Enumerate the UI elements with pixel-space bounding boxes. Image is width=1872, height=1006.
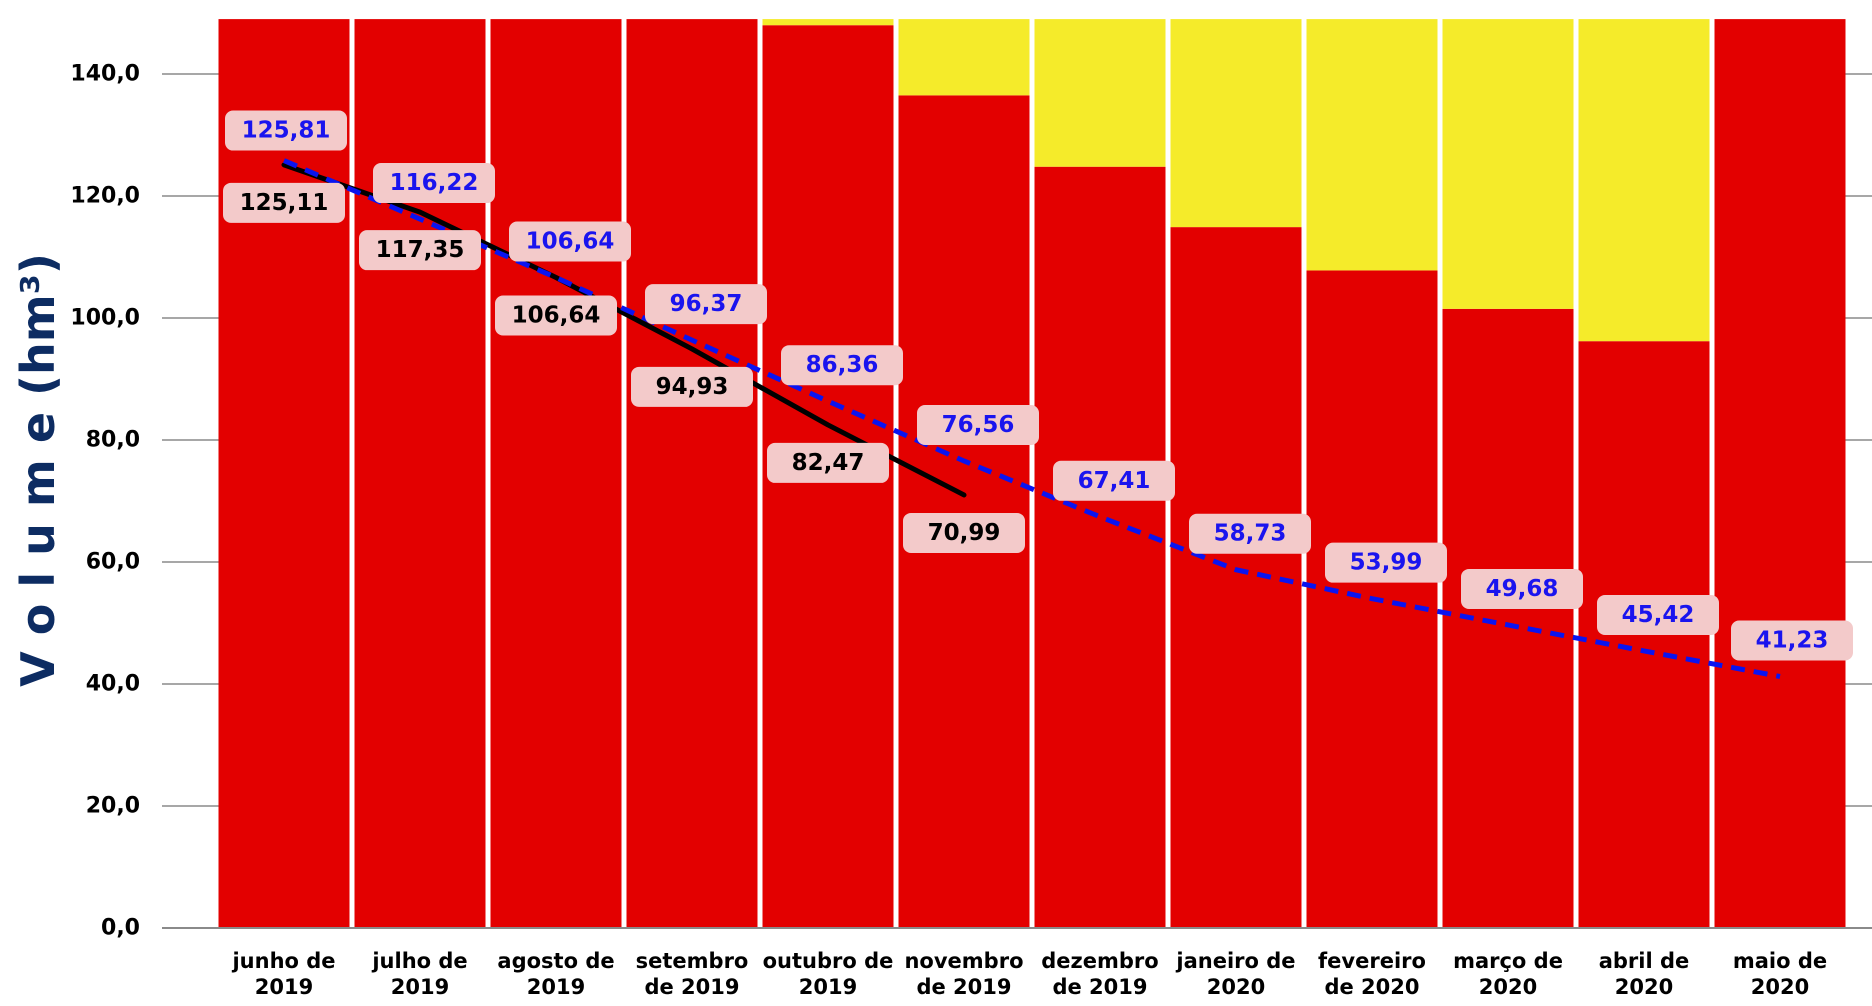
data-label-black-4-box: [767, 442, 889, 483]
data-label-black-0: 125,11: [240, 190, 329, 216]
data-label-blue-6: 67,41: [1078, 468, 1151, 494]
x-tick-label-0: junho de 2019: [231, 949, 335, 999]
data-label-blue-4-box: [781, 345, 903, 386]
data-label-blue-9-box: [1461, 568, 1583, 609]
data-label-blue-1: 116,22: [390, 170, 479, 196]
x-tick-label-1: julho de 2019: [371, 949, 467, 999]
x-tick-label-8: fevereiro de 2020: [1318, 949, 1426, 999]
y-tick-label-4: 80,0: [86, 428, 140, 453]
bar-5-segment-1: [898, 19, 1030, 96]
data-label-blue-11-box: [1731, 620, 1853, 661]
bar-7-segment-0: [1170, 227, 1302, 929]
data-label-blue-10: 45,42: [1622, 602, 1695, 628]
y-tick-label-5: 100,0: [70, 306, 140, 331]
x-tick-label-2: agosto de 2019: [497, 949, 614, 999]
bar-5-segment-0: [898, 95, 1030, 929]
data-label-blue-11: 41,23: [1756, 627, 1829, 653]
grid-layer: [162, 73, 1872, 929]
data-label-blue-0-box: [225, 110, 347, 151]
y-tick-label-0: 0,0: [101, 916, 140, 941]
bar-1-segment-0: [354, 19, 486, 929]
bar-6-segment-0: [1034, 166, 1166, 929]
data-label-blue-2-box: [509, 221, 631, 262]
y-tick-label-1: 20,0: [86, 794, 140, 819]
x-tick-label-5: novembro de 2019: [904, 949, 1023, 999]
data-label-black-2-box: [495, 295, 617, 336]
data-label-black-5-box: [903, 512, 1025, 553]
bar-7-segment-1: [1170, 19, 1302, 228]
data-label-black-3-box: [631, 366, 753, 407]
x-tick-label-10: abril de 2020: [1599, 949, 1690, 999]
bar-4-segment-1: [762, 19, 894, 26]
x-tick-label-3: setembro de 2019: [636, 949, 749, 999]
line-series-1: [283, 158, 1781, 679]
x-tick-label-9: março de 2020: [1453, 949, 1563, 999]
x-tick-label-11: maio de 2020: [1733, 949, 1827, 999]
data-label-blue-2: 106,64: [526, 228, 615, 254]
data-label-black-1: 117,35: [376, 237, 465, 263]
data-label-blue-7: 58,73: [1214, 521, 1287, 547]
data-label-blue-9: 49,68: [1486, 576, 1559, 602]
data-label-blue-8-box: [1325, 542, 1447, 583]
data-label-black-0-box: [223, 182, 345, 223]
data-label-blue-6-box: [1053, 460, 1175, 501]
y-tick-label-3: 60,0: [86, 550, 140, 575]
data-label-blue-0: 125,81: [242, 118, 331, 144]
data-label-blue-3-box: [645, 284, 767, 325]
data-label-black-2: 106,64: [512, 302, 601, 328]
y-axis-title: V o l u m e (hm³): [11, 253, 65, 687]
y-tick-label-6: 120,0: [70, 184, 140, 209]
bar-11-segment-0: [1714, 19, 1846, 929]
bar-10-segment-1: [1578, 19, 1710, 342]
line-series-0: [281, 162, 967, 498]
y-tick-label-2: 40,0: [86, 672, 140, 697]
data-label-blue-8: 53,99: [1350, 550, 1423, 576]
bar-9-segment-1: [1442, 19, 1574, 309]
bar-8-segment-1: [1306, 19, 1438, 271]
data-label-blue-5-box: [917, 404, 1039, 445]
bar-3-segment-0: [626, 19, 758, 929]
y-axis: 0,0 20,0 40,0 60,0 80,0 100,0 120,0 140,0: [70, 62, 140, 941]
x-tick-label-7: janeiro de 2020: [1175, 949, 1295, 999]
data-label-black-3: 94,93: [656, 374, 729, 400]
data-label-black-1-box: [359, 230, 481, 271]
data-label-blue-3: 96,37: [670, 291, 743, 317]
data-label-blue-4: 86,36: [806, 352, 879, 378]
labels-layer: 125,11 117,35 106,64 94,93 82,47 70,99 125,81 1…: [223, 110, 1853, 661]
data-label-blue-5: 76,56: [942, 412, 1015, 438]
data-label-blue-1-box: [373, 163, 495, 204]
bar-2-segment-0: [490, 19, 622, 929]
data-label-black-5: 70,99: [928, 520, 1001, 546]
y-tick-label-7: 140,0: [70, 62, 140, 87]
bar-6-segment-1: [1034, 19, 1166, 167]
x-axis: junho de 2019 julho de 2019 agosto de 2019 set…: [231, 949, 1827, 999]
bars-layer: [218, 19, 1846, 929]
x-tick-label-4: outubro de 2019: [763, 949, 894, 999]
data-label-black-4: 82,47: [792, 450, 865, 476]
data-label-blue-10-box: [1597, 594, 1719, 635]
bar-0-segment-0: [218, 19, 350, 929]
x-tick-label-6: dezembro de 2019: [1041, 949, 1158, 999]
lines-layer: [281, 158, 1781, 679]
data-label-blue-7-box: [1189, 513, 1311, 554]
